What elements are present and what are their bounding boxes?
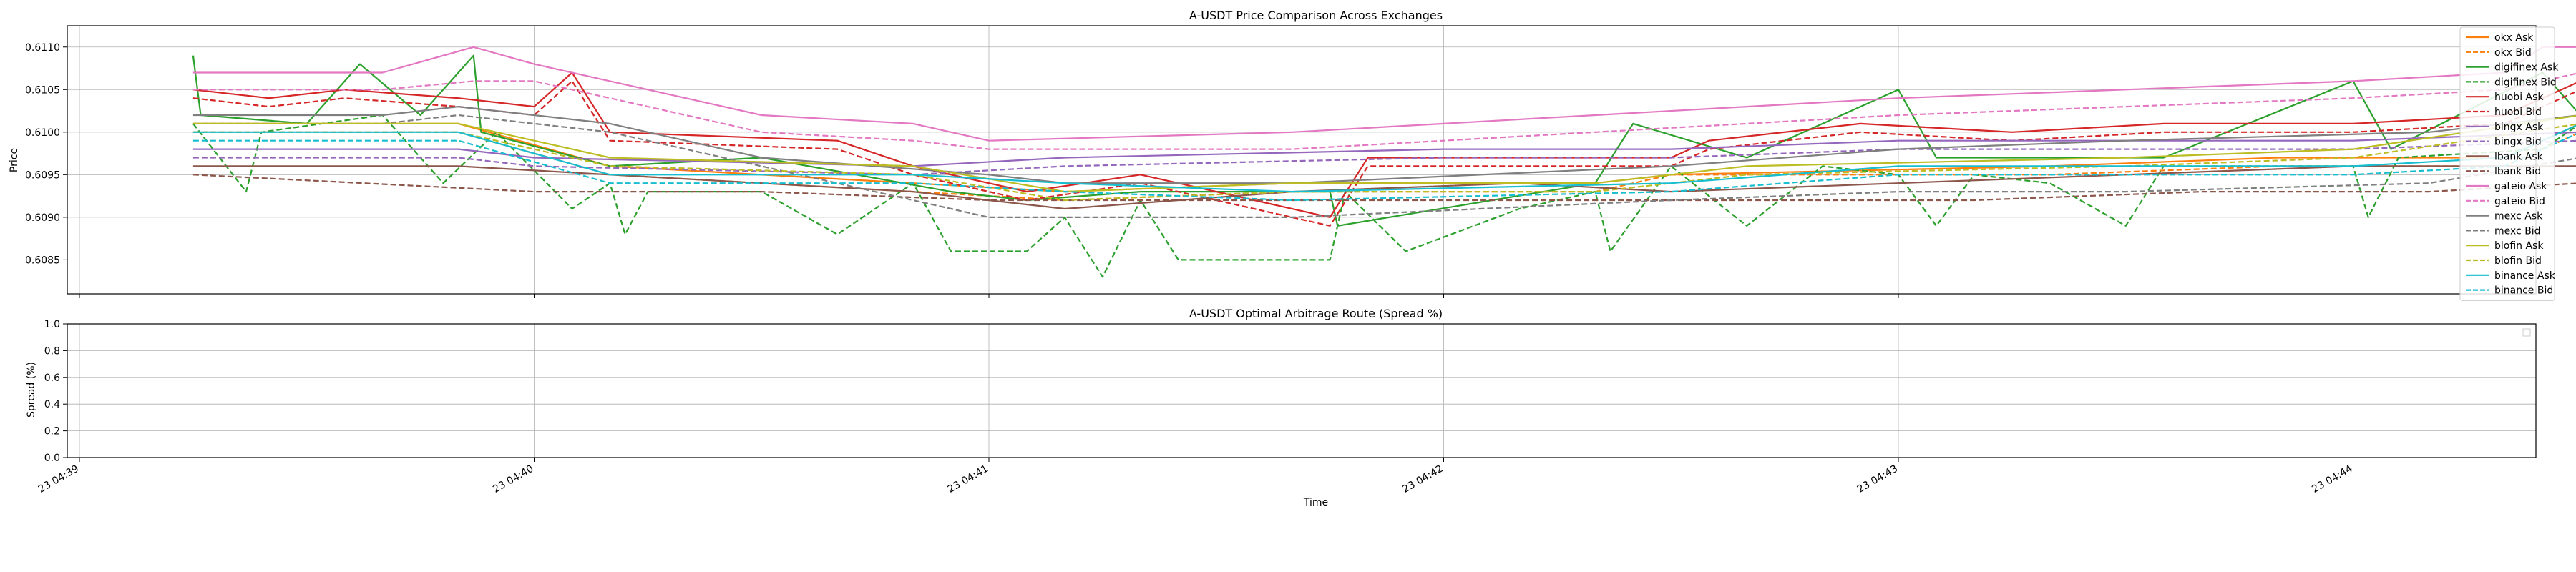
legend-label: binance Bid: [2494, 285, 2553, 297]
series-line-digifinex-ask: [192, 54, 2576, 227]
y-tick-label: 0.8: [44, 345, 60, 357]
legend-label: mexc Bid: [2494, 225, 2541, 237]
legend-label: blofin Ask: [2494, 240, 2544, 252]
legend-label: mexc Ask: [2494, 211, 2543, 222]
legend-box: [2459, 26, 2555, 301]
series-lines: [192, 46, 2576, 278]
y-tick-label: 0.6110: [25, 42, 60, 54]
series-line-mexc-bid: [192, 114, 2576, 218]
series-line-digifinex-bid: [192, 114, 2576, 278]
y-tick-labels: 0.6085 0.6090 0.6095 0.6100 0.6105 0.6110: [25, 42, 67, 266]
price-comparison-panel: A-USDT Price Comparison Across Exchanges…: [9, 9, 2576, 301]
legend-label: binance Ask: [2494, 270, 2556, 282]
plot-frame: [67, 323, 2537, 458]
y-axis-label: Spread (%): [26, 362, 37, 418]
chart-title: A-USDT Optimal Arbitrage Route (Spread %…: [1189, 307, 1443, 320]
series-line-binance-bid: [192, 133, 2576, 202]
legend-label: gateio Bid: [2494, 196, 2545, 207]
legend-label: lbank Ask: [2494, 151, 2544, 162]
empty-legend-box: [2522, 328, 2531, 337]
legend-label: okx Ask: [2494, 32, 2534, 44]
y-tick-labels: 0.0 0.2 0.4 0.6 0.8 1.0: [44, 319, 67, 464]
y-tick-label: 0.0: [44, 453, 60, 464]
y-tick-label: 0.2: [44, 426, 60, 438]
legend-label: bingx Ask: [2494, 122, 2544, 133]
y-tick-label: 0.6090: [25, 212, 60, 224]
y-axis-label: Price: [9, 148, 20, 172]
y-tick-label: 0.6085: [25, 255, 60, 266]
y-tick-label: 0.6100: [25, 127, 60, 139]
series-line-gateio-ask: [192, 46, 2576, 142]
legend-label: okx Bid: [2494, 47, 2532, 59]
x-tick-marks: [79, 294, 2353, 298]
y-tick-label: 0.6105: [25, 84, 60, 96]
chart-title: A-USDT Price Comparison Across Exchanges: [1189, 9, 1443, 22]
y-tick-label: 0.6095: [25, 169, 60, 181]
y-tick-label: 0.4: [44, 399, 60, 410]
series-line-lbank-ask: [192, 165, 2576, 210]
legend: okx Ask okx Bid digifinex Ask digifinex Bid…: [2459, 26, 2559, 301]
legend-label: bingx Bid: [2494, 137, 2542, 148]
x-axis-label: Time: [1303, 497, 1328, 508]
legend-label: blofin Bid: [2494, 255, 2542, 267]
legend-label: lbank Bid: [2494, 166, 2541, 177]
legend-label: digifinex Bid: [2494, 77, 2557, 88]
series-line-lbank-bid: [192, 174, 2576, 202]
series-line-gateio-bid: [192, 72, 2576, 150]
series-line-bingx-bid: [192, 139, 2576, 176]
series-line-binance-ask: [192, 124, 2576, 193]
legend-label: huobi Ask: [2494, 92, 2544, 103]
y-tick-label: 1.0: [44, 319, 60, 330]
y-tick-label: 0.6: [44, 373, 60, 384]
legend-label: gateio Ask: [2494, 181, 2547, 192]
legend-label: huobi Bid: [2494, 107, 2542, 118]
legend-label: digifinex Ask: [2494, 62, 2559, 74]
